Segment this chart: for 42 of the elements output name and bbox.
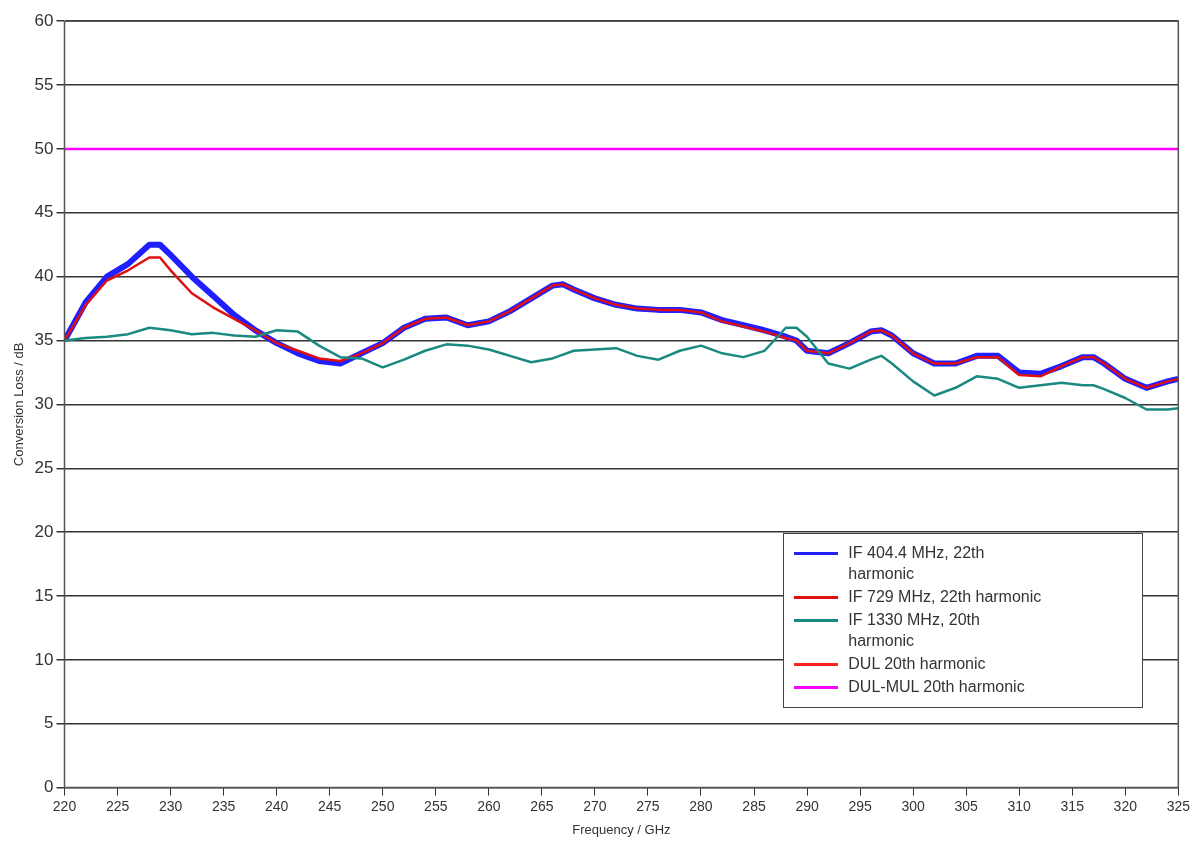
x-tick-label: 255: [424, 797, 448, 814]
y-tick-label: 25: [34, 457, 54, 477]
x-tick-label: 225: [105, 797, 130, 814]
y-tick-label: 30: [34, 394, 54, 414]
x-tick-label: 235: [211, 797, 236, 814]
x-tick-label: 270: [583, 797, 607, 814]
legend-label: DUL 20th harmonic: [848, 653, 986, 674]
x-tick-label: 310: [1007, 797, 1032, 814]
legend-label: DUL-MUL 20th harmonic: [848, 676, 1025, 697]
x-tick-label: 250: [371, 797, 395, 814]
x-tick-label: 315: [1060, 797, 1085, 814]
legend-label: IF 1330 MHz, 20th harmonic: [848, 609, 981, 651]
y-tick-label: 10: [34, 649, 54, 669]
x-tick-label: 325: [1166, 797, 1191, 814]
y-tick-label: 35: [34, 330, 54, 350]
x-tick-label: 230: [158, 797, 183, 814]
x-tick-label: 305: [954, 797, 979, 814]
x-tick-label: 245: [318, 797, 342, 814]
x-tick-label: 290: [795, 797, 819, 814]
y-tick-label: 55: [34, 74, 54, 94]
y-tick-label: 40: [34, 266, 54, 286]
x-tick-label: 275: [636, 797, 660, 814]
legend-label: IF 729 MHz, 22th harmonic: [848, 586, 1042, 607]
y-tick-label: 50: [34, 138, 54, 158]
x-tick-label: 320: [1113, 797, 1138, 814]
y-tick-label: 20: [34, 521, 54, 541]
y-tick-label: 15: [34, 585, 54, 605]
x-tick-label: 220: [52, 797, 77, 814]
y-tick-label: 60: [34, 10, 54, 30]
y-axis-title: Conversion Loss / dB: [11, 342, 27, 467]
x-tick-label: 300: [901, 797, 926, 814]
x-axis-title: Frequency / GHz: [572, 821, 671, 837]
y-tick-label: 5: [44, 713, 54, 733]
y-tick-label: 0: [44, 777, 54, 797]
x-tick-label: 280: [689, 797, 713, 814]
legend-label: IF 404.4 MHz, 22th harmonic: [848, 542, 986, 584]
x-tick-label: 260: [477, 797, 501, 814]
x-tick-label: 295: [848, 797, 872, 814]
x-tick-label: 240: [264, 797, 289, 814]
x-tick-label: 285: [742, 797, 766, 814]
y-tick-label: 45: [34, 202, 54, 222]
x-tick-label: 265: [530, 797, 554, 814]
